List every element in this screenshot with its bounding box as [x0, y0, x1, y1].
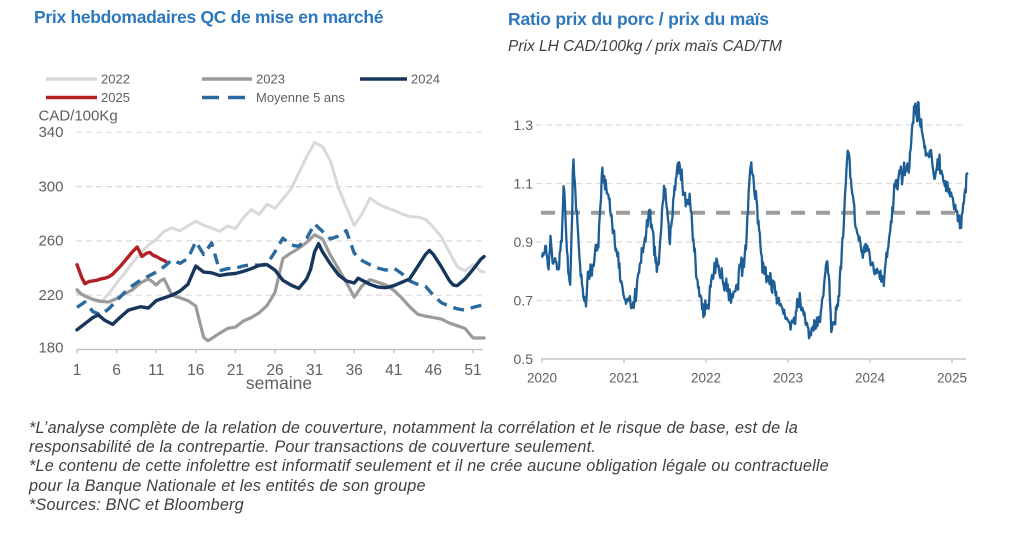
svg-text:0.9: 0.9 [514, 234, 534, 250]
svg-text:36: 36 [346, 362, 363, 379]
svg-text:2022: 2022 [101, 72, 130, 87]
svg-text:CAD/100Kg: CAD/100Kg [39, 108, 118, 125]
svg-text:31: 31 [306, 362, 323, 379]
svg-text:180: 180 [38, 340, 63, 357]
svg-text:41: 41 [385, 362, 402, 379]
svg-text:2020: 2020 [527, 371, 557, 386]
svg-text:16: 16 [187, 362, 204, 379]
svg-text:2024: 2024 [855, 371, 886, 386]
svg-text:2023: 2023 [256, 72, 285, 87]
svg-text:semaine: semaine [246, 373, 312, 393]
svg-text:46: 46 [425, 362, 442, 379]
svg-text:1.3: 1.3 [514, 117, 534, 133]
svg-text:26: 26 [266, 362, 283, 379]
svg-text:2023: 2023 [773, 371, 803, 386]
svg-text:2021: 2021 [609, 371, 639, 386]
svg-text:11: 11 [148, 362, 164, 379]
svg-text:340: 340 [38, 124, 63, 141]
svg-text:220: 220 [38, 287, 63, 304]
svg-text:21: 21 [227, 362, 244, 379]
svg-text:2025: 2025 [937, 371, 967, 386]
svg-text:0.5: 0.5 [514, 351, 534, 367]
svg-text:2025: 2025 [101, 90, 130, 105]
svg-text:300: 300 [38, 178, 63, 195]
svg-text:6: 6 [112, 362, 121, 379]
svg-text:2022: 2022 [691, 371, 721, 386]
svg-text:0.7: 0.7 [514, 292, 534, 308]
svg-text:1.1: 1.1 [514, 175, 534, 191]
svg-text:51: 51 [464, 362, 481, 379]
svg-text:2024: 2024 [411, 72, 440, 87]
svg-text:Moyenne 5 ans: Moyenne 5 ans [256, 90, 345, 105]
svg-text:1: 1 [73, 362, 82, 379]
svg-text:260: 260 [38, 233, 63, 250]
